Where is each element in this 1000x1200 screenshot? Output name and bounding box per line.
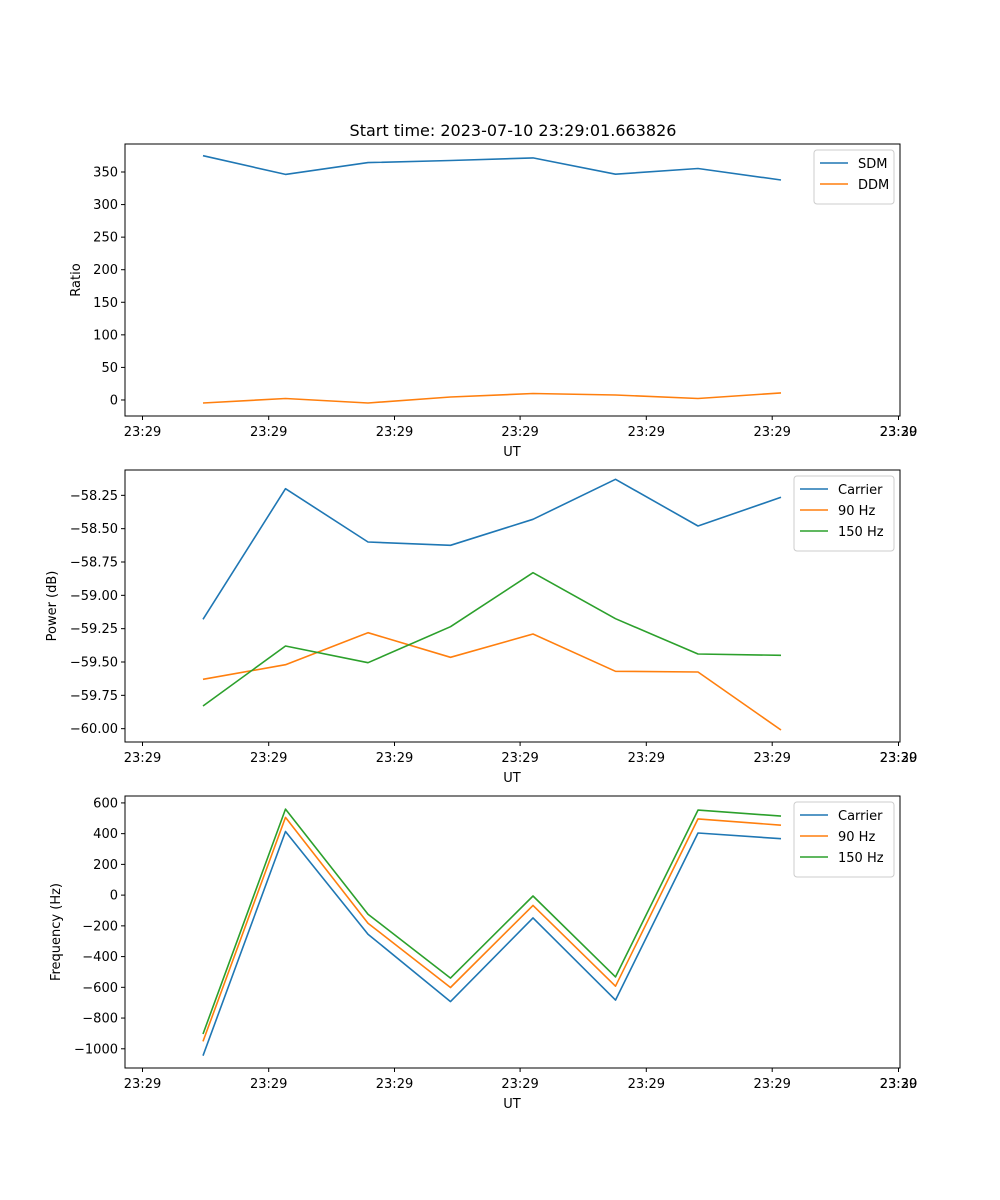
legend-label: 90 Hz [838, 504, 875, 519]
legend-label: Carrier [838, 809, 883, 824]
series-line-150-hz [202, 571, 782, 707]
y-tick-label: −59.25 [70, 622, 118, 637]
y-tick-label: 0 [110, 393, 118, 408]
y-tick-label: −58.75 [70, 556, 118, 571]
x-tick-label: 23:29 [753, 1077, 790, 1092]
y-tick-label: −400 [82, 950, 118, 965]
y-tick-label: 100 [93, 328, 118, 343]
axes-frame [124, 469, 901, 743]
x-tick-label: 23:29 [501, 751, 538, 766]
legend-box [793, 801, 895, 878]
x-tick-label: 23:29 [501, 425, 538, 440]
x-axis-label: UT [503, 445, 521, 460]
y-tick-label: −200 [82, 919, 118, 934]
frequency-panel: 23:29 23:29 23:29 23:29 23:29 23:29 23:2923:30… [49, 795, 917, 1112]
y-axis-label: Power (dB) [45, 571, 60, 642]
series-line-90-hz [202, 631, 782, 731]
x-tick-label: 23:29 [250, 425, 287, 440]
x-tick-label: 23:29 [124, 425, 161, 440]
y-tick-label: −1000 [74, 1042, 118, 1057]
x-tick-label: 23:29 [376, 1077, 413, 1092]
legend-label: Carrier [838, 483, 883, 498]
legend-label: 150 Hz [838, 851, 884, 866]
legend-label: DDM [858, 178, 889, 193]
x-tick-label: 23:30 [880, 425, 917, 440]
x-tick-label: 23:29 [880, 1077, 917, 1092]
x-tick-label: 23:29 [880, 425, 917, 440]
x-tick-label: 23:29 [376, 425, 413, 440]
y-tick-label: 200 [93, 858, 118, 873]
y-tick-label: −600 [82, 981, 118, 996]
y-tick-label: −59.00 [70, 589, 118, 604]
series-line-carrier [202, 478, 782, 620]
y-tick-label: 50 [101, 361, 118, 376]
chart-title: Start time: 2023-07-10 23:29:01.663826 [350, 121, 677, 140]
x-tick-label: 23:29 [124, 751, 161, 766]
y-tick-label: 300 [93, 198, 118, 213]
legend: Carrier 90 Hz 150 Hz [793, 801, 895, 878]
x-tick-label: 23:29 [628, 425, 665, 440]
x-tick-label: 23:29 [250, 1077, 287, 1092]
y-tick-label: 400 [93, 827, 118, 842]
y-tick-label: 350 [93, 166, 118, 181]
y-tick-label: −58.25 [70, 489, 118, 504]
y-tick-label: 0 [110, 889, 118, 904]
x-tick-label: 23:30 [880, 1077, 917, 1092]
legend-label: 150 Hz [838, 525, 884, 540]
y-tick-label: 600 [93, 796, 118, 811]
x-tick-label: 23:29 [124, 1077, 161, 1092]
x-axis-label: UT [503, 771, 521, 786]
ratio-panel: 23:29 23:29 23:29 23:29 23:29 23:29 23:2923:30… [69, 143, 917, 460]
legend-label: 90 Hz [838, 830, 875, 845]
legend: SDM DDM [813, 149, 895, 205]
x-tick-label: 23:29 [628, 751, 665, 766]
x-axis-label: UT [503, 1097, 521, 1112]
legend: Carrier 90 Hz 150 Hz [793, 475, 895, 552]
x-tick-label: 23:30 [880, 751, 917, 766]
series-line-ddm [202, 392, 782, 404]
y-tick-label: 150 [93, 296, 118, 311]
power-panel: 23:29 23:29 23:29 23:29 23:29 23:29 23:2923:30… [45, 469, 917, 786]
y-axis-label: Frequency (Hz) [49, 883, 64, 981]
x-tick-label: 23:29 [753, 751, 790, 766]
x-tick-label: 23:29 [376, 751, 413, 766]
y-tick-label: −800 [82, 1012, 118, 1027]
axes-frame [124, 143, 901, 417]
series-line-carrier [202, 830, 782, 1056]
legend-box [793, 475, 895, 552]
series-line-sdm [202, 154, 782, 181]
y-tick-label: −58.50 [70, 522, 118, 537]
x-tick-label: 23:29 [880, 751, 917, 766]
axes-frame [124, 795, 901, 1069]
x-tick-label: 23:29 [753, 425, 790, 440]
x-tick-label: 23:29 [501, 1077, 538, 1092]
legend-label: SDM [858, 157, 887, 172]
x-tick-label: 23:29 [628, 1077, 665, 1092]
y-axis-label: Ratio [69, 263, 84, 296]
x-tick-label: 23:29 [250, 751, 287, 766]
y-tick-label: −60.00 [70, 722, 118, 737]
y-tick-label: 200 [93, 263, 118, 278]
y-tick-label: −59.75 [70, 689, 118, 704]
y-tick-label: 250 [93, 231, 118, 246]
series-line-90-hz [202, 816, 782, 1042]
y-tick-label: −59.50 [70, 656, 118, 671]
series-line-150-hz [202, 808, 782, 1035]
